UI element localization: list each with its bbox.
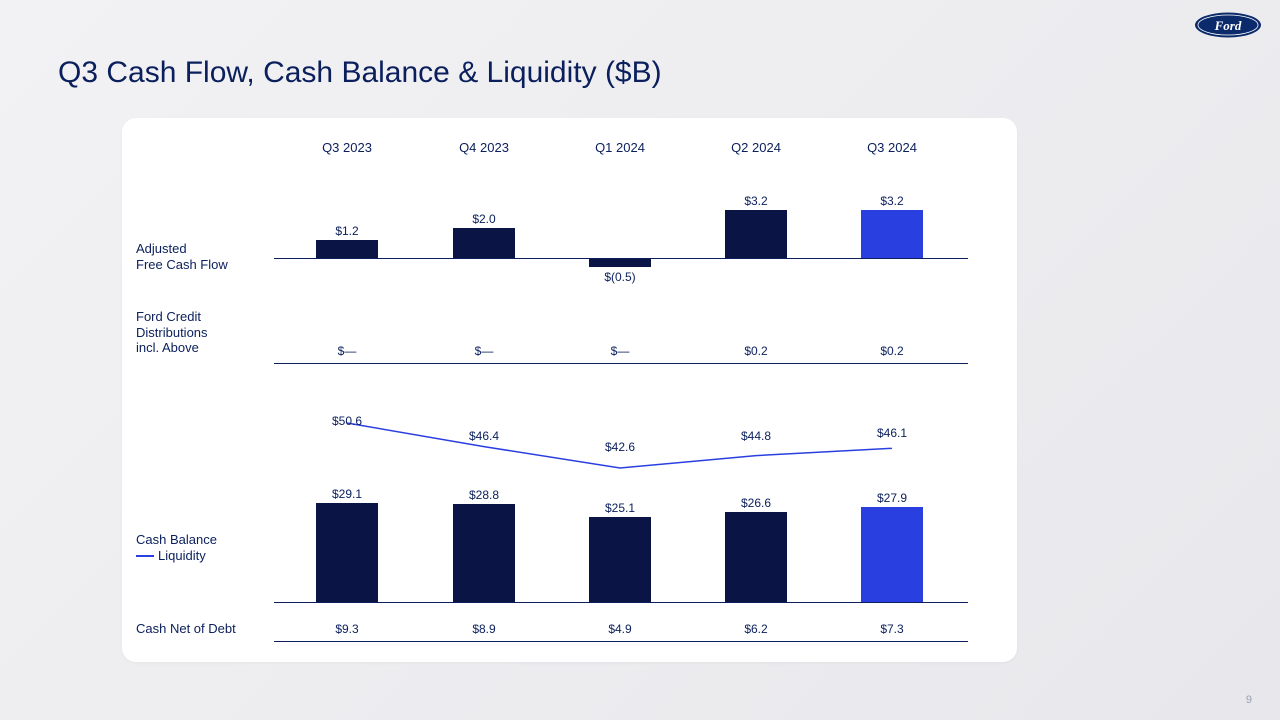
chart-card: Q3 2023 Q4 2023 Q1 2024 Q2 2024 Q3 2024 Adjus… bbox=[122, 118, 1017, 662]
value-label: $3.2 bbox=[852, 194, 932, 208]
bar bbox=[589, 517, 651, 602]
axis-line bbox=[274, 641, 968, 642]
value-label: $3.2 bbox=[716, 194, 796, 208]
ford-logo: Ford bbox=[1194, 12, 1262, 38]
bar bbox=[861, 210, 923, 258]
value-label: $27.9 bbox=[852, 491, 932, 505]
axis-line bbox=[274, 602, 968, 603]
row-label: Cash BalanceLiquidity bbox=[136, 532, 276, 563]
row-label: AdjustedFree Cash Flow bbox=[136, 241, 276, 272]
bar bbox=[725, 210, 787, 258]
bar bbox=[316, 503, 378, 602]
value-label: $6.2 bbox=[716, 622, 796, 636]
bar bbox=[861, 507, 923, 602]
value-label: $9.3 bbox=[307, 622, 387, 636]
value-label: $4.9 bbox=[580, 622, 660, 636]
column-header: Q3 2024 bbox=[852, 140, 932, 155]
value-label: $2.0 bbox=[444, 212, 524, 226]
value-label: $— bbox=[580, 344, 660, 358]
bar bbox=[316, 240, 378, 258]
row-label: Ford CreditDistributionsincl. Above bbox=[136, 309, 276, 356]
value-label: $29.1 bbox=[307, 487, 387, 501]
value-label: $42.6 bbox=[580, 440, 660, 454]
axis-line bbox=[274, 363, 968, 364]
bar bbox=[725, 512, 787, 602]
value-label: $26.6 bbox=[716, 496, 796, 510]
column-header: Q2 2024 bbox=[716, 140, 796, 155]
svg-text:Ford: Ford bbox=[1214, 18, 1242, 33]
row-label: Cash Net of Debt bbox=[136, 621, 276, 637]
value-label: $8.9 bbox=[444, 622, 524, 636]
value-label: $28.8 bbox=[444, 488, 524, 502]
value-label: $7.3 bbox=[852, 622, 932, 636]
value-label: $1.2 bbox=[307, 224, 387, 238]
value-label: $46.4 bbox=[444, 429, 524, 443]
column-header: Q3 2023 bbox=[307, 140, 387, 155]
value-label: $(0.5) bbox=[580, 270, 660, 284]
bar bbox=[453, 228, 515, 258]
value-label: $— bbox=[307, 344, 387, 358]
value-label: $25.1 bbox=[580, 501, 660, 515]
page-number: 9 bbox=[1246, 694, 1252, 706]
page-title: Q3 Cash Flow, Cash Balance & Liquidity (… bbox=[58, 56, 662, 90]
column-header: Q4 2023 bbox=[444, 140, 524, 155]
bar bbox=[453, 504, 515, 602]
value-label: $44.8 bbox=[716, 429, 796, 443]
value-label: $— bbox=[444, 344, 524, 358]
value-label: $0.2 bbox=[716, 344, 796, 358]
value-label: $46.1 bbox=[852, 426, 932, 440]
value-label: $50.6 bbox=[307, 414, 387, 428]
column-header: Q1 2024 bbox=[580, 140, 660, 155]
bar bbox=[589, 259, 651, 267]
value-label: $0.2 bbox=[852, 344, 932, 358]
